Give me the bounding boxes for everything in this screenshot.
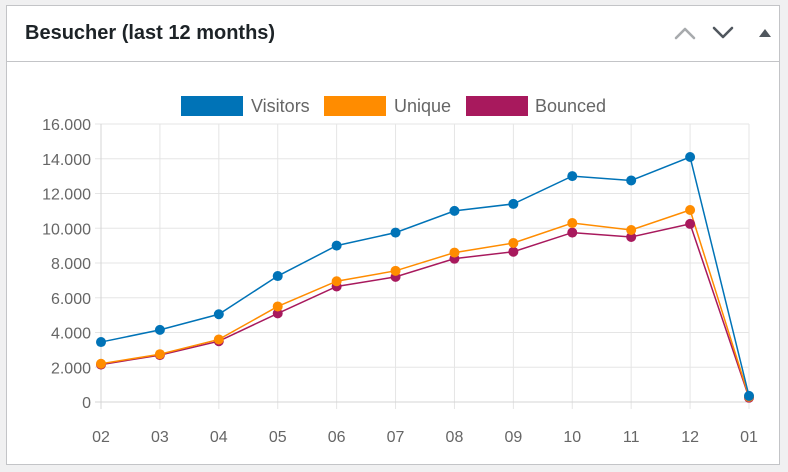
chevron-up-icon <box>674 27 696 40</box>
data-point-visitors <box>685 152 696 163</box>
y-tick-label: 6.000 <box>51 291 91 308</box>
data-point-unique <box>390 265 401 276</box>
legend-label-visitors: Visitors <box>251 96 310 116</box>
y-tick-label: 2.000 <box>51 360 91 377</box>
move-up-button[interactable] <box>672 20 698 46</box>
y-tick-label: 12.000 <box>42 187 91 204</box>
y-tick-label: 10.000 <box>42 221 91 238</box>
y-tick-label: 14.000 <box>42 152 91 169</box>
x-tick-label: 07 <box>387 429 405 446</box>
x-tick-label: 02 <box>92 429 110 446</box>
data-point-visitors <box>96 337 106 348</box>
series-line-visitors <box>100 155 750 397</box>
visitors-line-chart: 16.000 14.000 12.000 10.000 8.000 6.000 4.000 2… <box>42 96 758 446</box>
data-point-visitors <box>390 227 401 238</box>
legend-swatch-visitors <box>181 96 243 116</box>
data-point-unique <box>154 349 165 360</box>
data-point-visitors <box>567 171 578 182</box>
data-point-visitors <box>744 390 754 401</box>
data-point-visitors <box>272 271 283 282</box>
y-tick-label: 4.000 <box>51 326 91 343</box>
triangle-up-icon <box>759 29 771 37</box>
x-tick-label: 06 <box>328 429 346 446</box>
x-tick-label: 05 <box>269 429 287 446</box>
y-tick-label: 0 <box>82 395 91 412</box>
legend-swatch-unique <box>324 96 386 116</box>
data-point-unique <box>96 358 106 369</box>
data-point-bounced <box>272 308 283 319</box>
data-point-unique <box>508 238 519 249</box>
data-point-visitors <box>626 175 637 186</box>
data-point-bounced <box>567 227 578 238</box>
legend-label-unique: Unique <box>394 96 451 116</box>
data-point-unique <box>331 276 342 287</box>
chart-area: 16.000 14.000 12.000 10.000 8.000 6.000 4.000 2… <box>7 62 779 464</box>
x-tick-label: 09 <box>504 429 522 446</box>
data-point-visitors <box>331 240 342 251</box>
data-point-unique <box>213 334 224 345</box>
x-tick-label: 08 <box>446 429 464 446</box>
y-tick-label: 8.000 <box>51 256 91 273</box>
data-point-bounced <box>508 246 519 257</box>
x-tick-label: 11 <box>623 429 640 446</box>
data-point-visitors <box>154 324 165 335</box>
data-point-unique <box>567 218 578 229</box>
toggle-panel-button[interactable] <box>752 20 778 46</box>
legend-swatch-bounced <box>466 96 528 116</box>
x-tick-label: 04 <box>210 429 228 446</box>
y-tick-label: 16.000 <box>42 117 91 134</box>
x-tick-label: 12 <box>681 429 699 446</box>
chevron-down-icon <box>712 26 734 39</box>
x-tick-label: 01 <box>740 429 758 446</box>
x-tick-label: 10 <box>563 429 581 446</box>
x-tick-label: 03 <box>151 429 169 446</box>
series-line-bounced <box>100 223 750 398</box>
data-point-bounced <box>685 218 696 229</box>
data-point-visitors <box>449 205 460 216</box>
visitors-widget: Besucher (last 12 months) 16.000 14.000 12… <box>6 5 780 465</box>
series-line-unique <box>100 209 750 398</box>
data-point-unique <box>626 224 637 235</box>
widget-header: Besucher (last 12 months) <box>7 6 779 62</box>
widget-title: Besucher (last 12 months) <box>25 22 276 44</box>
data-point-unique <box>685 205 696 216</box>
data-point-bounced <box>626 231 637 242</box>
data-point-visitors <box>213 309 224 320</box>
legend-label-bounced: Bounced <box>535 96 606 116</box>
move-down-button[interactable] <box>710 20 736 46</box>
data-point-unique <box>272 301 283 312</box>
data-point-unique <box>449 247 460 258</box>
data-point-visitors <box>508 198 519 209</box>
